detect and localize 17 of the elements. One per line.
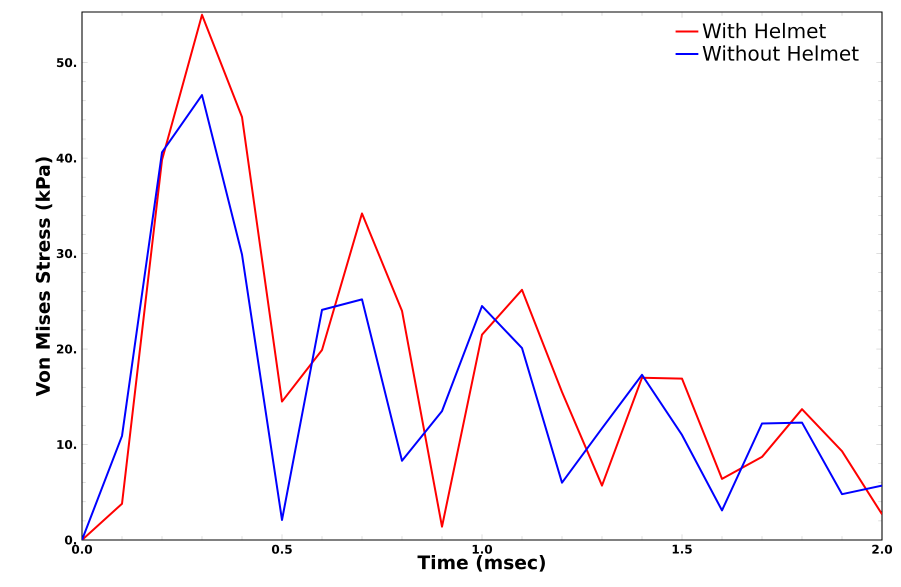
x-tick-label: 0.0 [72, 544, 92, 554]
line-series [82, 94, 882, 540]
x-axis-title: Time (msec) [418, 554, 545, 572]
y-tick-label: 40. [56, 154, 76, 163]
y-tick-label: 10. [57, 440, 76, 450]
x-tick-label: 2.0 [872, 544, 892, 554]
y-tick-label: 30. [56, 249, 76, 258]
y-axis-title: Von Mises Stress (kPa) [36, 157, 52, 396]
y-tick-label: 50. [56, 58, 76, 68]
y-tick-label: 0. [64, 535, 76, 545]
x-tick-label: 1.0 [472, 544, 492, 554]
y-tick-label: 20. [56, 344, 76, 354]
legend-label: With Helmet [702, 22, 826, 38]
line-series [82, 14, 882, 540]
x-tick-label: 1.5 [672, 544, 692, 554]
x-tick-label: 0.5 [272, 544, 292, 554]
legend-label: Without Helmet [702, 45, 859, 61]
